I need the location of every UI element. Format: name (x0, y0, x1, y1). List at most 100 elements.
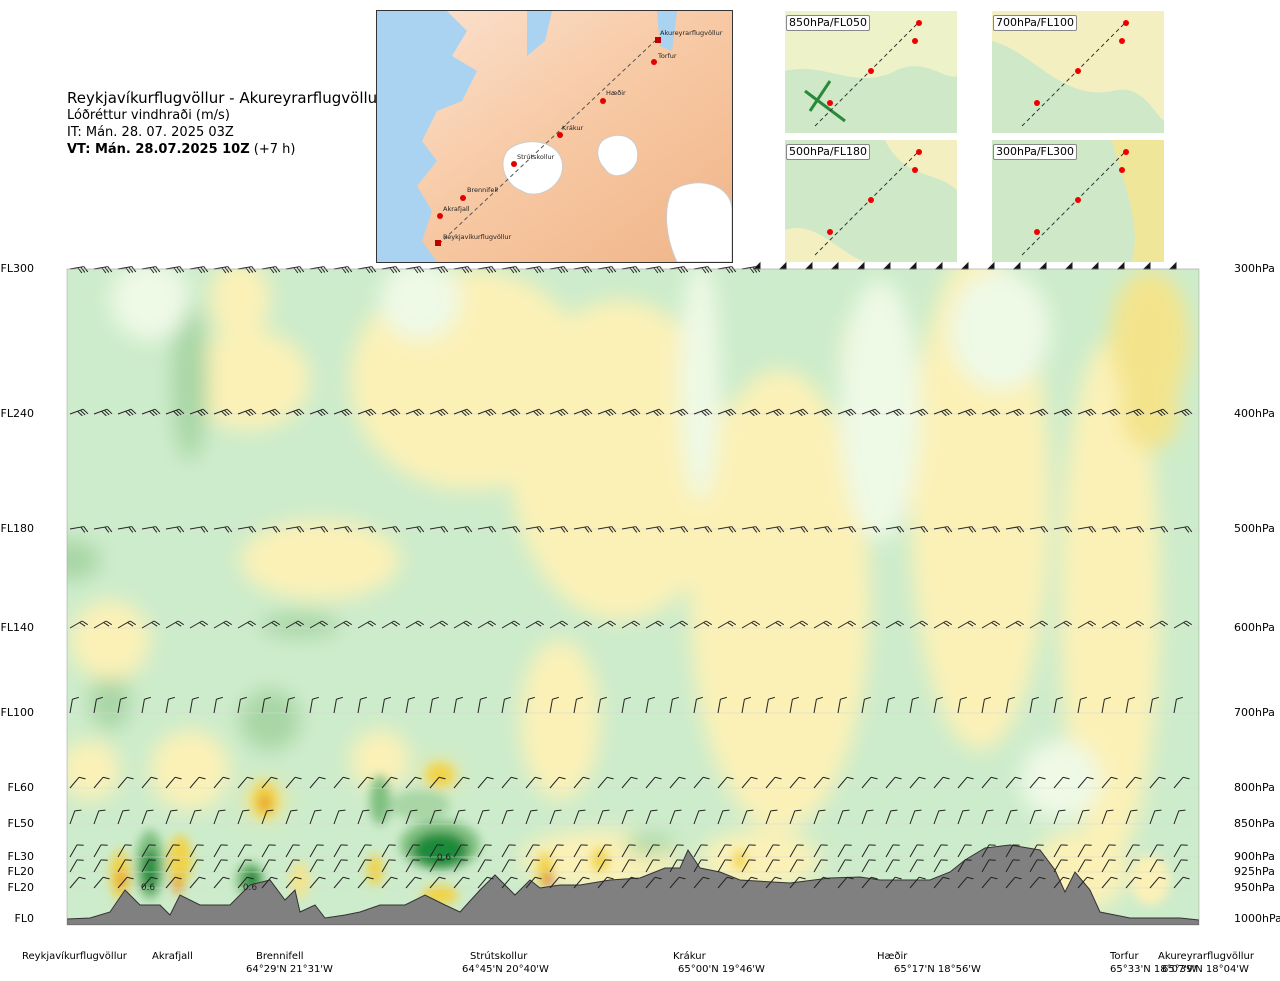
wind-barb (237, 620, 256, 629)
wind-barb (573, 859, 588, 873)
wind-barb (717, 620, 736, 629)
wind-barb (837, 526, 857, 533)
wind-barb (909, 620, 928, 629)
waypoint-akureyri-marker (655, 37, 661, 43)
wind-barb (213, 696, 224, 714)
wind-barb (477, 859, 492, 873)
parameter-label: Lóðréttur vindhraði (m/s) (67, 108, 230, 123)
wind-barb (357, 844, 372, 858)
wind-barb (1173, 859, 1188, 873)
wind-barb (309, 844, 324, 858)
wind-barb (717, 526, 737, 533)
wind-barb (69, 526, 89, 533)
field-core (370, 775, 390, 825)
field-core (592, 848, 608, 872)
wind-barb (741, 844, 756, 858)
pressure-level-label: 700hPa (1234, 706, 1275, 719)
wind-barb (1173, 776, 1190, 789)
wind-barb (909, 526, 929, 533)
waypoint-strutskollur-marker (511, 161, 517, 167)
wind-barb (1029, 620, 1048, 629)
wind-barb (93, 809, 106, 825)
wind-barb (1173, 408, 1193, 417)
waypoint-label: Hæðir (606, 89, 626, 97)
wind-barb (1101, 859, 1116, 873)
wind-barb (909, 696, 920, 714)
wind-barb (741, 696, 752, 714)
wind-barb (981, 526, 1001, 533)
flight-level-label: FL0 (14, 912, 34, 925)
wind-barb (573, 876, 590, 889)
wind-barb (885, 620, 904, 629)
wind-barb (717, 859, 732, 873)
wind-barb (477, 620, 496, 629)
mini-map-850[interactable]: 850hPa/FL050 (785, 11, 957, 133)
field-region (67, 740, 120, 800)
wind-barb (357, 876, 374, 889)
route-point-coord: 64°45'N 20°40'W (462, 964, 549, 975)
waypoint-brennifell-marker (460, 195, 466, 201)
wind-barb (957, 809, 970, 825)
field-core (390, 790, 450, 820)
wind-barb (333, 408, 353, 417)
wind-barb (333, 620, 352, 629)
wind-flag (882, 261, 891, 270)
wind-barb (381, 809, 394, 825)
wind-barb (549, 844, 564, 858)
field-core (168, 835, 192, 885)
route-line (438, 39, 657, 245)
wind-barb (69, 620, 88, 629)
wind-barb (1173, 620, 1192, 629)
wind-barb (1077, 809, 1090, 825)
wind-barb (957, 859, 972, 873)
field-region (110, 269, 190, 340)
field-region (1060, 340, 1160, 860)
wind-barb (765, 408, 785, 417)
wind-barb (645, 859, 660, 873)
wind-barb (381, 876, 398, 889)
waypoint-reykjavik-marker (435, 240, 441, 246)
wind-barb (1029, 408, 1049, 417)
wind-barb (549, 408, 569, 417)
wind-barb (957, 876, 974, 889)
wind-barb (933, 696, 944, 714)
wind-barb (237, 809, 250, 825)
wind-barb (309, 266, 329, 274)
wind-barb (765, 859, 780, 873)
mini-map-500-svg (785, 140, 957, 262)
route-point-name: Brennifell (256, 951, 304, 962)
wind-barb (309, 408, 329, 417)
wind-barb (789, 809, 802, 825)
wind-barb (1077, 859, 1092, 873)
route-map[interactable]: Akureyrarflugvöllur Torfur Hæðir Krákur … (376, 10, 733, 263)
wind-barb (237, 876, 254, 889)
mini-map-300[interactable]: 300hPa/FL300 (992, 140, 1164, 262)
wind-barb (405, 844, 420, 858)
wind-barb (261, 809, 274, 825)
pressure-level-label: 400hPa (1234, 407, 1275, 420)
wind-barb (1173, 876, 1190, 889)
wind-barb (93, 876, 110, 889)
wind-barb (213, 526, 233, 533)
wind-barb (813, 526, 833, 533)
wind-barb (597, 859, 612, 873)
pressure-level-label: 850hPa (1234, 817, 1275, 830)
wind-barb (165, 876, 182, 889)
wind-barb (1029, 844, 1044, 858)
wind-barb (813, 620, 832, 629)
wind-barb (1053, 620, 1072, 629)
wind-barb (165, 526, 185, 533)
wind-barb (165, 696, 176, 714)
wind-barb (597, 620, 616, 629)
wind-barb (285, 776, 302, 789)
mini-map-500[interactable]: 500hPa/FL180 (785, 140, 957, 262)
wind-barb (1029, 809, 1042, 825)
wind-barb (741, 859, 756, 873)
wind-barb (189, 859, 204, 873)
mini-map-700[interactable]: 700hPa/FL100 (992, 11, 1164, 133)
wind-barb (693, 859, 708, 873)
wind-barb (597, 696, 608, 714)
wind-barb (693, 876, 710, 889)
wind-barb (621, 620, 640, 629)
plot-frame (66, 268, 1200, 926)
